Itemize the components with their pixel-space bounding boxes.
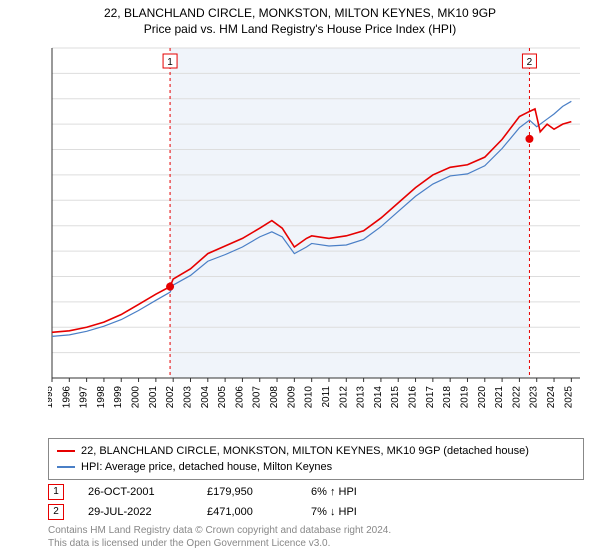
svg-text:2002: 2002 — [165, 386, 176, 408]
title-line-1: 22, BLANCHLAND CIRCLE, MONKSTON, MILTON … — [0, 6, 600, 20]
sale-markers-table: 1 26-OCT-2001 £179,950 6% ↑ HPI 2 29-JUL… — [48, 482, 584, 522]
svg-text:1999: 1999 — [113, 386, 124, 408]
svg-text:2018: 2018 — [442, 386, 453, 408]
svg-text:2001: 2001 — [148, 386, 159, 408]
chart-container: 22, BLANCHLAND CIRCLE, MONKSTON, MILTON … — [0, 0, 600, 560]
svg-text:1995: 1995 — [48, 386, 55, 408]
marker-date-2: 29-JUL-2022 — [88, 502, 183, 522]
marker-badge-1: 1 — [48, 484, 64, 500]
svg-text:1: 1 — [167, 57, 173, 68]
marker-diff-2: 7% ↓ HPI — [311, 502, 357, 522]
legend-row-hpi: HPI: Average price, detached house, Milt… — [57, 459, 575, 475]
legend-label-hpi: HPI: Average price, detached house, Milt… — [81, 459, 332, 475]
svg-text:2013: 2013 — [356, 386, 367, 408]
title-block: 22, BLANCHLAND CIRCLE, MONKSTON, MILTON … — [0, 0, 600, 36]
line-chart: £0£50K£100K£150K£200K£250K£300K£350K£400… — [48, 44, 584, 408]
marker-price-2: £471,000 — [207, 502, 287, 522]
legend-label-price-paid: 22, BLANCHLAND CIRCLE, MONKSTON, MILTON … — [81, 443, 529, 459]
svg-text:2008: 2008 — [269, 386, 280, 408]
svg-text:2017: 2017 — [425, 386, 436, 408]
svg-text:2022: 2022 — [511, 386, 522, 408]
footer: Contains HM Land Registry data © Crown c… — [48, 524, 391, 550]
svg-text:2: 2 — [527, 57, 533, 68]
footer-line-2: This data is licensed under the Open Gov… — [48, 537, 391, 550]
svg-text:1998: 1998 — [96, 386, 107, 408]
svg-text:2006: 2006 — [234, 386, 245, 408]
svg-text:2015: 2015 — [390, 386, 401, 408]
svg-text:2004: 2004 — [200, 386, 211, 408]
marker-diff-1: 6% ↑ HPI — [311, 482, 357, 502]
marker-date-1: 26-OCT-2001 — [88, 482, 183, 502]
marker-price-1: £179,950 — [207, 482, 287, 502]
svg-text:2003: 2003 — [182, 386, 193, 408]
legend-row-price-paid: 22, BLANCHLAND CIRCLE, MONKSTON, MILTON … — [57, 443, 575, 459]
svg-text:2010: 2010 — [304, 386, 315, 408]
svg-text:2023: 2023 — [529, 386, 540, 408]
svg-text:2021: 2021 — [494, 386, 505, 408]
svg-text:2019: 2019 — [459, 386, 470, 408]
svg-text:2000: 2000 — [131, 386, 142, 408]
svg-text:2007: 2007 — [252, 386, 263, 408]
svg-text:2025: 2025 — [563, 386, 574, 408]
svg-text:1996: 1996 — [61, 386, 72, 408]
svg-text:2014: 2014 — [373, 386, 384, 408]
svg-text:1997: 1997 — [79, 386, 90, 408]
svg-text:2009: 2009 — [286, 386, 297, 408]
svg-text:2011: 2011 — [321, 386, 332, 408]
legend-swatch-hpi — [57, 466, 75, 468]
sale-marker-row-1: 1 26-OCT-2001 £179,950 6% ↑ HPI — [48, 482, 584, 502]
marker-badge-2: 2 — [48, 504, 64, 520]
svg-text:2005: 2005 — [217, 386, 228, 408]
footer-line-1: Contains HM Land Registry data © Crown c… — [48, 524, 391, 537]
svg-text:2016: 2016 — [408, 386, 419, 408]
svg-text:2024: 2024 — [546, 386, 557, 408]
svg-text:2020: 2020 — [477, 386, 488, 408]
svg-text:2012: 2012 — [338, 386, 349, 408]
legend-swatch-price-paid — [57, 450, 75, 452]
legend-box: 22, BLANCHLAND CIRCLE, MONKSTON, MILTON … — [48, 438, 584, 480]
sale-marker-row-2: 2 29-JUL-2022 £471,000 7% ↓ HPI — [48, 502, 584, 522]
title-line-2: Price paid vs. HM Land Registry's House … — [0, 22, 600, 36]
